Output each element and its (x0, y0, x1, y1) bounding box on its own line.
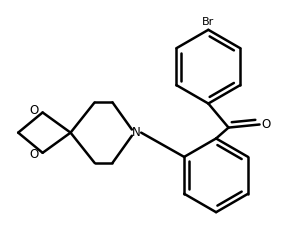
Text: O: O (261, 118, 271, 131)
Text: O: O (30, 148, 39, 161)
Text: N: N (132, 126, 141, 139)
Text: Br: Br (202, 17, 214, 27)
Text: O: O (30, 104, 39, 117)
